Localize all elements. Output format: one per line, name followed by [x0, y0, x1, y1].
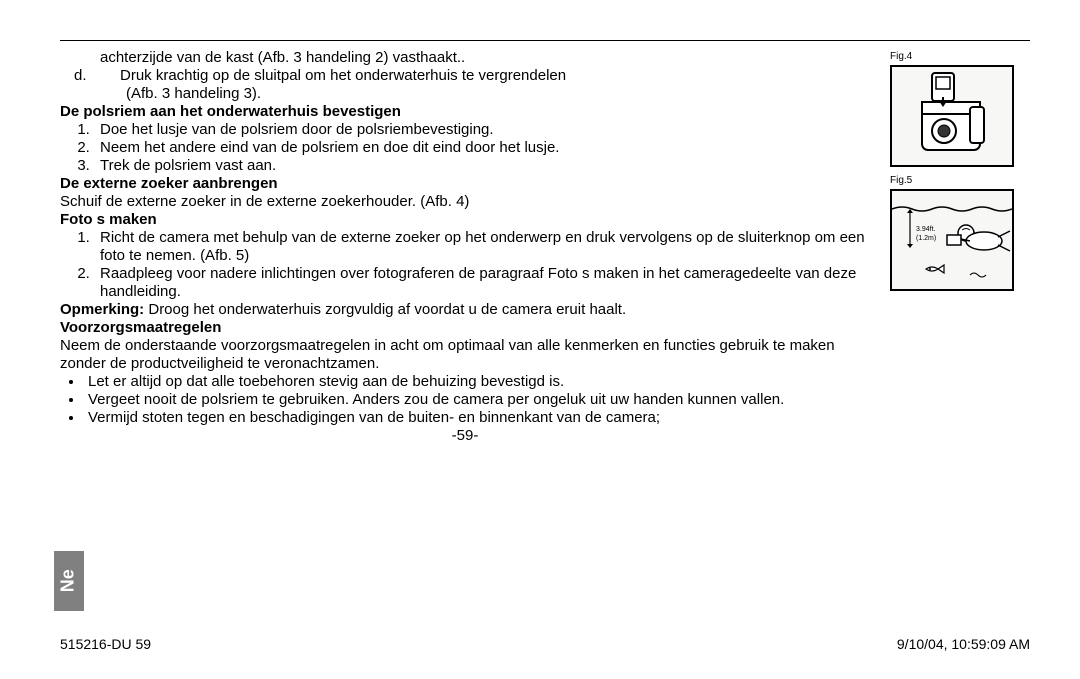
- language-tab-label: Ne: [58, 569, 80, 592]
- cont-d-line2: (Afb. 3 handeling 3).: [126, 85, 261, 102]
- sec4-bullets: Let er altijd op dat alle toebehoren ste…: [84, 373, 870, 427]
- sec4-b3: Vermijd stoten tegen en beschadigingen v…: [88, 409, 660, 426]
- list-item: Richt de camera met behulp van de extern…: [94, 229, 870, 265]
- sec4-b1: Let er altijd op dat alle toebehoren ste…: [88, 373, 564, 390]
- list-item: Doe het lusje van de polsriem door de po…: [94, 121, 870, 139]
- cont-d-letter: d.: [100, 67, 120, 85]
- sec1-item2: Neem het andere eind van de polsriem en …: [100, 139, 559, 156]
- note: Opmerking: Droog het onderwaterhuis zorg…: [60, 301, 870, 319]
- cont-d-line2-wrap: (Afb. 3 handeling 3).: [60, 85, 870, 103]
- sec4-b2: Vergeet nooit de polsriem te gebruiken. …: [88, 391, 784, 408]
- text-column: achterzijde van de kast (Afb. 3 handelin…: [60, 49, 870, 445]
- sec3-heading: Foto s maken: [60, 211, 870, 229]
- language-tab: Ne: [54, 551, 84, 611]
- list-item: Vergeet nooit de polsriem te gebruiken. …: [84, 391, 870, 409]
- manual-page: achterzijde van de kast (Afb. 3 handelin…: [0, 0, 1080, 679]
- fig5-depth-m: (1.2m): [916, 235, 936, 242]
- figure-column: Fig.4 Fig.5: [890, 49, 1030, 445]
- sec1-list: Doe het lusje van de polsriem door de po…: [94, 121, 870, 175]
- sec1-item3: Trek de polsriem vast aan.: [100, 157, 276, 174]
- sec3-list: Richt de camera met behulp van de extern…: [94, 229, 870, 301]
- note-body: Droog het onderwaterhuis zorgvuldig af v…: [148, 301, 626, 318]
- fig5-label: Fig.5: [890, 175, 1030, 187]
- sec2-body: Schuif de externe zoeker in de externe z…: [60, 193, 870, 211]
- sec4-intro: Neem de onderstaande voorzorgsmaatregele…: [60, 337, 870, 373]
- sec2-heading: De externe zoeker aanbrengen: [60, 175, 870, 193]
- fig5-depth-ft: 3.94ft.: [916, 226, 936, 233]
- list-item: Neem het andere eind van de polsriem en …: [94, 139, 870, 157]
- list-item: Raadpleeg voor nadere inlichtingen over …: [94, 265, 870, 301]
- sec4-heading: Voorzorgsmaatregelen: [60, 319, 870, 337]
- footer-left: 515216-DU 59: [60, 636, 151, 653]
- top-rule: [60, 40, 1030, 41]
- cont-d-line1: Druk krachtig op de sluitpal om het onde…: [120, 67, 566, 84]
- fig5-illustration: 3.94ft. (1.2m): [890, 189, 1014, 291]
- list-item: Vermijd stoten tegen en beschadigingen v…: [84, 409, 870, 427]
- note-label: Opmerking:: [60, 301, 144, 318]
- list-item: Trek de polsriem vast aan.: [94, 157, 870, 175]
- footer-right: 9/10/04, 10:59:09 AM: [897, 636, 1030, 653]
- fig4-illustration: [890, 65, 1014, 167]
- fig4-svg: [892, 67, 1012, 165]
- sec3-item2: Raadpleeg voor nadere inlichtingen over …: [100, 265, 856, 300]
- sec1-item1: Doe het lusje van de polsriem door de po…: [100, 121, 494, 138]
- cont-item-c: achterzijde van de kast (Afb. 3 handelin…: [60, 49, 870, 67]
- list-item: Let er altijd op dat alle toebehoren ste…: [84, 373, 870, 391]
- page-number: -59-: [60, 427, 870, 445]
- footer: 515216-DU 59 9/10/04, 10:59:09 AM: [60, 636, 1030, 653]
- fig4-label: Fig.4: [890, 51, 1030, 63]
- sec1-heading: De polsriem aan het onderwaterhuis beves…: [60, 103, 870, 121]
- cont-item-d: d.Druk krachtig op de sluitpal om het on…: [60, 67, 870, 85]
- sec3-item1: Richt de camera met behulp van de extern…: [100, 229, 865, 264]
- fig5-svg: 3.94ft. (1.2m): [892, 191, 1012, 289]
- cont-c-text: achterzijde van de kast (Afb. 3 handelin…: [100, 49, 465, 66]
- content-row: achterzijde van de kast (Afb. 3 handelin…: [60, 49, 1030, 445]
